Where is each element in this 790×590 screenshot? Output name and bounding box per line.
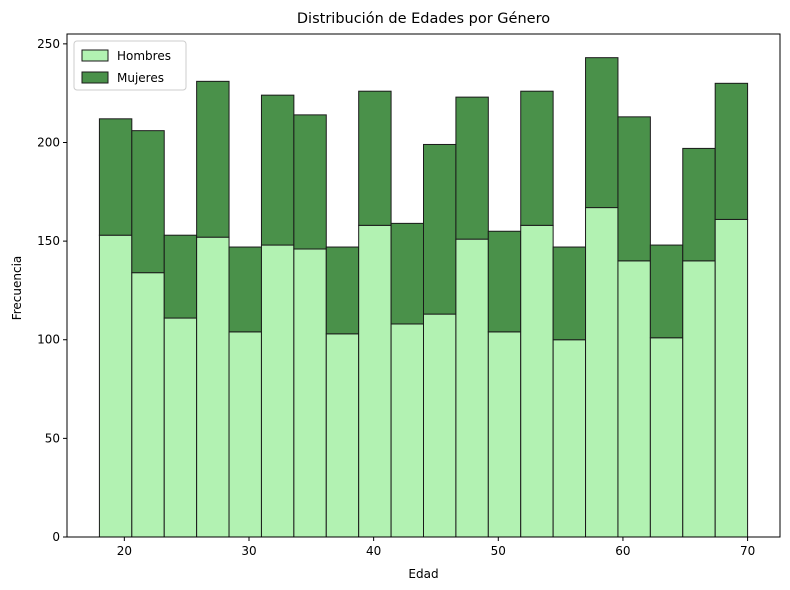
y-tick-label: 50 xyxy=(45,431,60,445)
x-tick-label: 30 xyxy=(241,544,256,558)
bar-hombres xyxy=(325,333,360,538)
x-tick-label: 20 xyxy=(117,544,132,558)
x-tick-label: 50 xyxy=(491,544,506,558)
y-axis: 0 50 100 150 200 250 xyxy=(37,37,67,544)
y-tick-label: 150 xyxy=(37,234,60,248)
bar-hombres xyxy=(260,244,295,538)
bar-hombres xyxy=(617,260,651,538)
bar-mujeres xyxy=(552,246,587,341)
bar-hombres xyxy=(163,317,198,538)
bar-hombres xyxy=(358,224,392,538)
bar-mujeres xyxy=(487,230,522,333)
x-tick-label: 40 xyxy=(366,544,381,558)
bar-mujeres xyxy=(682,147,716,262)
bar-hombres xyxy=(552,339,587,538)
bar-hombres xyxy=(649,337,684,538)
chart-title: Distribución de Edades por Género xyxy=(297,11,550,27)
legend-swatch xyxy=(81,71,109,84)
y-tick-label: 250 xyxy=(37,37,60,51)
bar-mujeres xyxy=(714,82,749,220)
bar-hombres xyxy=(682,260,716,538)
bar-hombres xyxy=(487,331,522,538)
bar-mujeres xyxy=(390,222,425,325)
bar-hombres xyxy=(293,248,327,538)
bar-mujeres xyxy=(131,130,165,274)
bar-hombres xyxy=(196,236,230,538)
x-tick-label: 60 xyxy=(615,544,630,558)
y-tick-label: 100 xyxy=(37,333,60,347)
bar-mujeres xyxy=(196,80,230,238)
y-tick-label: 200 xyxy=(37,135,60,149)
bar-hombres xyxy=(228,331,262,538)
bar-mujeres xyxy=(163,234,198,319)
bar-mujeres xyxy=(617,116,651,262)
y-axis-label: Frecuencia xyxy=(10,256,24,321)
bar-mujeres xyxy=(649,244,684,339)
bars-group xyxy=(98,57,749,538)
bar-mujeres xyxy=(585,57,619,209)
bar-mujeres xyxy=(520,90,554,226)
legend-label: Mujeres xyxy=(117,71,164,85)
legend-swatch xyxy=(81,49,109,62)
bar-hombres xyxy=(423,313,457,538)
bar-mujeres xyxy=(228,246,262,333)
bar-hombres xyxy=(131,272,165,538)
bar-mujeres xyxy=(455,96,489,240)
x-tick-label: 70 xyxy=(740,544,755,558)
x-axis: 20 30 40 50 60 70 xyxy=(117,537,755,558)
bar-hombres xyxy=(714,218,749,538)
bar-mujeres xyxy=(260,94,295,246)
bar-mujeres xyxy=(98,118,133,236)
bar-mujeres xyxy=(423,143,457,315)
bar-mujeres xyxy=(325,246,360,335)
bar-hombres xyxy=(98,234,133,538)
x-axis-label: Edad xyxy=(408,567,438,581)
bar-mujeres xyxy=(358,90,392,226)
bar-hombres xyxy=(390,323,425,538)
y-tick-label: 0 xyxy=(52,530,60,544)
bar-mujeres xyxy=(293,114,327,250)
bar-hombres xyxy=(455,238,489,538)
bar-hombres xyxy=(585,207,619,538)
legend: Hombres Mujeres xyxy=(73,40,187,91)
bar-hombres xyxy=(520,224,554,538)
plot-frame xyxy=(66,33,781,538)
legend-label: Hombres xyxy=(117,49,171,63)
